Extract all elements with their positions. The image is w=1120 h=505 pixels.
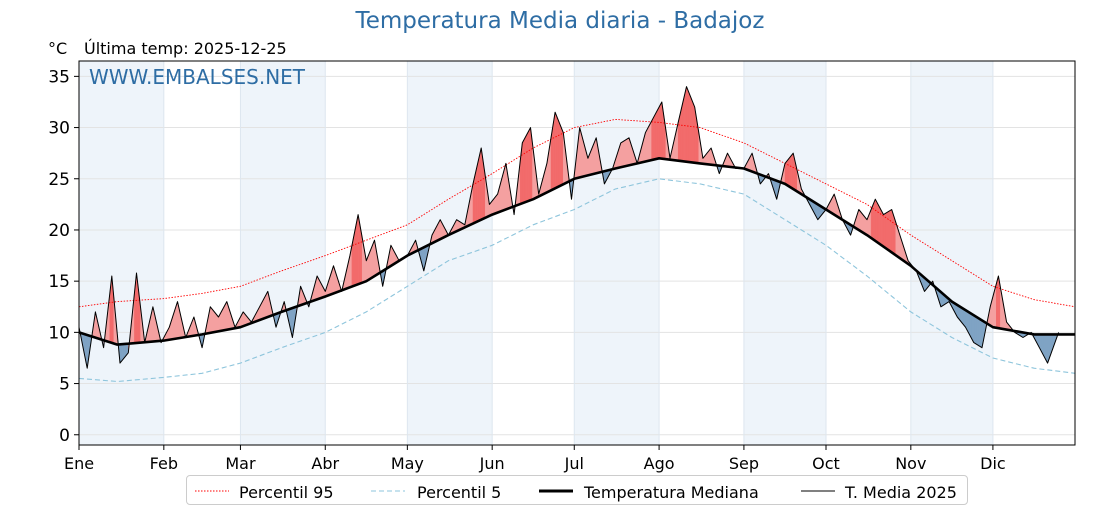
- month-band: [911, 61, 993, 445]
- fill-above-median: [627, 138, 629, 166]
- fill-above-median: [212, 309, 214, 332]
- fill-above-median: [859, 210, 861, 232]
- fill-above-median: [625, 139, 627, 166]
- legend: Percentil 95 Percentil 5 Temperatura Med…: [186, 475, 968, 505]
- fill-above-median: [693, 102, 695, 163]
- x-tick-label: Mar: [225, 454, 256, 473]
- fill-above-median: [210, 307, 212, 333]
- fill-above-median: [557, 117, 559, 187]
- fill-above-median: [479, 148, 481, 221]
- fill-above-median: [621, 142, 623, 168]
- fill-below-median: [978, 318, 980, 347]
- x-tick-label: Nov: [895, 454, 926, 473]
- legend-label-current: T. Media 2025: [845, 483, 957, 502]
- fill-above-median: [873, 199, 875, 241]
- fill-above-median: [689, 92, 691, 163]
- fill-above-median: [656, 110, 658, 160]
- chart-title: Temperatura Media diaria - Badajoz: [0, 8, 1120, 34]
- x-tick-label: Oct: [812, 454, 840, 473]
- y-tick-label: 15: [48, 272, 70, 292]
- fill-above-median: [652, 117, 654, 160]
- y-tick-label: 5: [59, 375, 70, 395]
- fill-above-median: [561, 128, 563, 186]
- legend-swatch-median: [537, 480, 577, 502]
- y-tick-label: 30: [48, 119, 70, 139]
- fill-below-median: [974, 315, 976, 344]
- legend-label-p5: Percentil 5: [417, 483, 501, 502]
- fill-above-median: [888, 211, 890, 251]
- fill-above-median: [785, 161, 787, 185]
- x-tick-label: May: [391, 454, 424, 473]
- fill-above-median: [879, 207, 881, 245]
- y-tick-label: 10: [48, 323, 70, 343]
- x-tick-label: Ene: [64, 454, 94, 473]
- fill-above-median: [654, 114, 656, 160]
- legend-swatch-current: [799, 480, 839, 502]
- y-tick-label: 0: [59, 426, 70, 446]
- fill-above-median: [789, 156, 791, 188]
- fill-above-median: [791, 153, 793, 189]
- month-band: [574, 61, 659, 445]
- legend-label-p95: Percentil 95: [239, 483, 334, 502]
- month-band: [240, 61, 325, 445]
- fill-above-median: [559, 122, 561, 186]
- fill-above-median: [658, 106, 660, 159]
- fill-above-median: [687, 87, 689, 162]
- legend-label-median: Temperatura Mediana: [584, 483, 759, 502]
- legend-swatch-p95: [193, 480, 233, 502]
- x-tick-label: Abr: [311, 454, 339, 473]
- fill-above-median: [645, 129, 647, 162]
- x-axis: Ene Feb Mar Abr May Jun Jul Ago Sep Oct Nov Dic: [64, 445, 1006, 473]
- legend-swatch-p5: [369, 480, 409, 502]
- fill-above-median: [691, 97, 693, 163]
- y-unit-label: °C: [48, 39, 67, 58]
- month-band: [744, 61, 826, 445]
- x-tick-label: Dic: [980, 454, 1006, 473]
- fill-above-median: [522, 139, 524, 203]
- fill-above-median: [524, 135, 526, 202]
- x-tick-label: Sep: [729, 454, 759, 473]
- fill-above-median: [648, 125, 650, 161]
- x-tick-label: Jun: [479, 454, 505, 473]
- fill-above-median: [877, 203, 879, 244]
- fill-below-median: [976, 317, 978, 346]
- y-tick-label: 35: [48, 67, 70, 87]
- fill-above-median: [875, 199, 877, 242]
- fill-above-median: [555, 112, 557, 188]
- fill-above-median: [528, 128, 530, 201]
- x-tick-label: Feb: [150, 454, 178, 473]
- fill-above-median: [623, 140, 625, 166]
- last-temp-label: Última temp: 2025-12-25: [84, 39, 287, 58]
- fill-above-median: [890, 210, 892, 253]
- fill-above-median: [660, 102, 662, 159]
- fill-above-median: [861, 212, 863, 233]
- fill-above-median: [650, 121, 652, 160]
- fill-below-median: [980, 319, 982, 348]
- month-bands: [79, 61, 993, 445]
- fill-above-median: [684, 87, 686, 162]
- watermark: WWW.EMBALSES.NET: [89, 65, 306, 89]
- fill-below-median: [1046, 334, 1048, 363]
- y-tick-label: 25: [48, 170, 70, 190]
- fill-above-median: [214, 312, 216, 332]
- fill-above-median: [884, 213, 886, 248]
- y-axis: 0 5 10 15 20 25 30 35: [48, 67, 79, 445]
- x-tick-label: Jul: [564, 454, 584, 473]
- x-tick-label: Ago: [644, 454, 675, 473]
- fill-above-median: [787, 158, 789, 186]
- fill-above-median: [526, 131, 528, 201]
- y-tick-label: 20: [48, 221, 70, 241]
- month-band: [79, 61, 164, 445]
